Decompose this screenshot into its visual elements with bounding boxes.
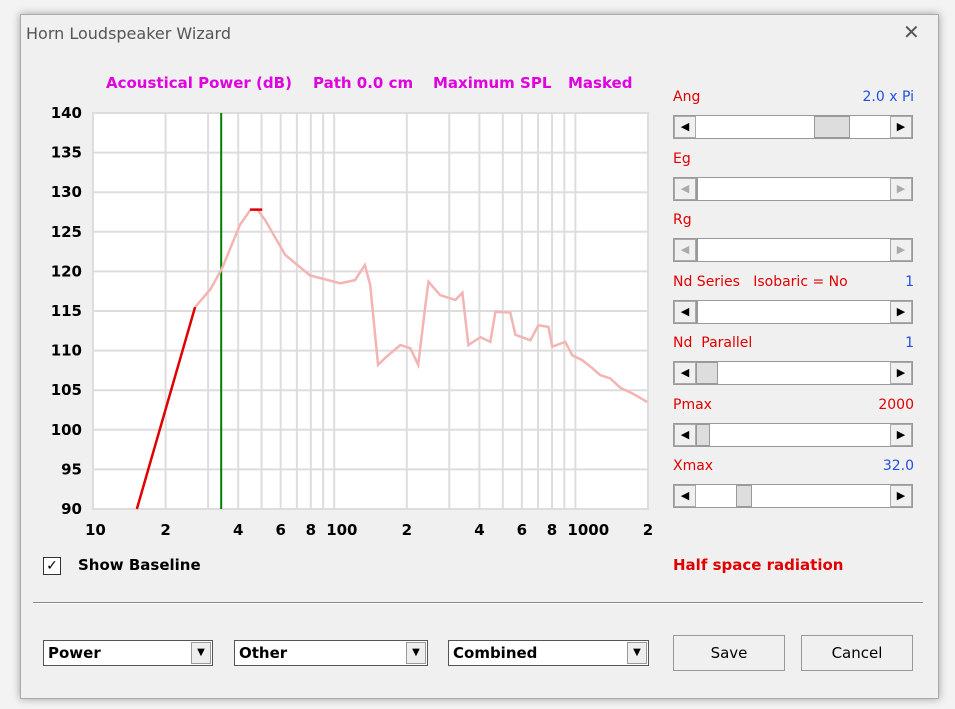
y-tick-label: 125	[51, 223, 82, 241]
slider-arrow[interactable]: ▶	[890, 116, 912, 138]
y-tick-label: 115	[51, 302, 82, 320]
slider-arrow[interactable]: ◀	[674, 239, 696, 261]
slider[interactable]: ◀ ▶	[673, 484, 913, 508]
slider-arrow[interactable]: ▶	[890, 485, 912, 507]
control-label: Xmax	[673, 458, 714, 474]
status: Half space radiation	[673, 556, 844, 574]
x-tick-label: 8	[547, 521, 557, 539]
x-tick-label: 8	[306, 521, 316, 539]
slider-arrow[interactable]: ◀	[674, 423, 696, 446]
control-label: Pmax	[673, 396, 712, 413]
dropdown-button[interactable]: ▼	[627, 642, 647, 664]
y-tick-label: 95	[61, 460, 82, 478]
x-tick-label: 4	[474, 521, 484, 539]
y-tick-label: 105	[51, 381, 82, 399]
control-value: 2000	[878, 396, 914, 413]
slider[interactable]: ◀ ▶	[673, 299, 913, 324]
x-tick-label: 2	[643, 521, 653, 539]
x-tick-label: 4	[233, 521, 243, 539]
y-tick-label: 135	[51, 144, 82, 162]
slider-arrow[interactable]: ◀	[674, 177, 696, 200]
checkbox-label[interactable]: Show Baseline	[78, 556, 201, 574]
close-button[interactable]: ✕	[903, 20, 920, 44]
chart: Acoustical Power (dB) Path 0.0 cm Maximum …	[51, 74, 654, 539]
dropdown[interactable]: Combined ▼	[448, 640, 649, 666]
slider-thumb[interactable]	[696, 362, 718, 384]
chart-title: Maximum SPL	[433, 74, 552, 92]
control-value: 32.0	[882, 458, 914, 474]
window-title: Horn Loudspeaker Wizard	[26, 24, 231, 43]
x-tick-label: 2	[402, 521, 412, 539]
chart-title: Masked	[568, 74, 632, 92]
dropdown-text: Power	[48, 644, 101, 662]
control-value: 2.0 x Pi	[862, 89, 914, 105]
control-label: Rg	[673, 212, 692, 228]
button[interactable]: Save	[673, 635, 785, 671]
control-label: Nd Parallel	[673, 335, 753, 351]
y-tick-label: 110	[51, 342, 82, 360]
y-tick-label: 90	[61, 500, 82, 518]
slider[interactable]: ◀ ▶	[673, 176, 913, 201]
slider-arrow[interactable]: ◀	[674, 116, 696, 138]
data-line	[135, 306, 197, 510]
slider-arrow[interactable]: ▶	[890, 423, 912, 446]
dropdown-button[interactable]: ▼	[406, 642, 426, 664]
y-tick-label: 130	[51, 183, 82, 201]
slider[interactable]: ◀ ▶	[673, 238, 913, 262]
y-tick-label: 100	[51, 421, 82, 439]
control-label: Eg	[673, 150, 691, 167]
slider-thumb[interactable]	[696, 423, 710, 446]
control-value: 1	[905, 273, 914, 290]
dropdown-text: Combined	[453, 644, 538, 662]
slider-arrow[interactable]: ▶	[890, 300, 912, 323]
control-value: 1	[905, 335, 914, 351]
slider-thumb[interactable]	[696, 300, 698, 323]
dropdown[interactable]: Other ▼	[234, 640, 428, 666]
slider-thumb[interactable]	[814, 116, 850, 138]
x-tick-label: 100	[326, 521, 357, 539]
slider-arrow[interactable]: ◀	[674, 485, 696, 507]
slider-arrow[interactable]: ▶	[890, 239, 912, 261]
slider[interactable]: ◀ ▶	[673, 361, 913, 385]
y-tick-label: 120	[51, 262, 82, 280]
data-line	[194, 208, 648, 404]
slider-thumb[interactable]	[736, 485, 752, 507]
slider-arrow[interactable]: ◀	[674, 300, 696, 323]
dropdown-button[interactable]: ▼	[191, 642, 211, 664]
x-tick-label: 6	[517, 521, 527, 539]
x-tick-label: 10	[85, 521, 106, 539]
x-tick-label: 1000	[567, 521, 609, 539]
slider[interactable]: ◀ ▶	[673, 115, 913, 139]
slider-arrow[interactable]: ◀	[674, 362, 696, 384]
button[interactable]: Cancel	[801, 635, 913, 671]
control-label: Ang	[673, 89, 701, 105]
chart-title: Acoustical Power (dB)	[106, 74, 292, 92]
slider-thumb[interactable]	[696, 239, 698, 261]
y-tick-label: 140	[51, 104, 82, 122]
x-tick-label: 6	[275, 521, 285, 539]
chart-title: Path 0.0 cm	[313, 74, 413, 92]
slider[interactable]: ◀ ▶	[673, 422, 913, 447]
dropdown-text: Other	[239, 644, 288, 662]
slider-arrow[interactable]: ▶	[890, 177, 912, 200]
checkbox[interactable]: ✓	[43, 557, 61, 575]
slider-thumb[interactable]	[696, 177, 698, 200]
slider-arrow[interactable]: ▶	[890, 362, 912, 384]
control-label: Nd Series Isobaric = No	[673, 273, 848, 290]
x-tick-label: 2	[160, 521, 170, 539]
dropdown[interactable]: Power ▼	[43, 640, 213, 666]
separator	[33, 602, 923, 604]
